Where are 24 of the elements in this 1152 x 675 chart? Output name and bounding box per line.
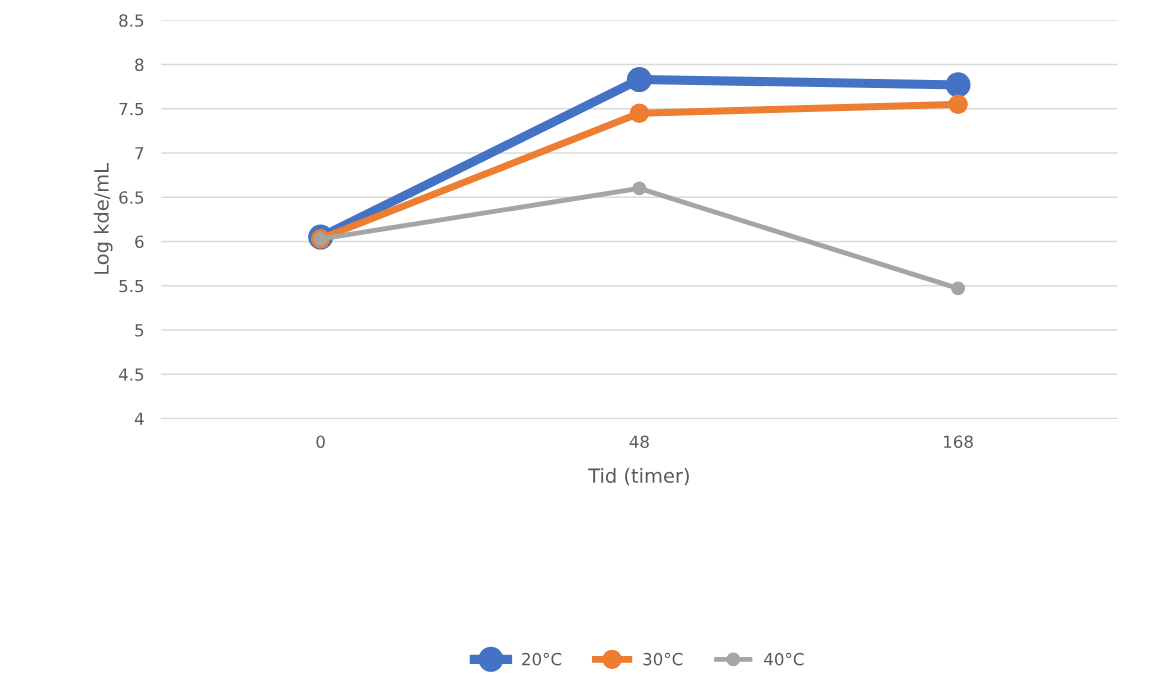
x-tick-label: 48 — [629, 435, 649, 449]
y-tick-label: 8.5 — [119, 14, 144, 27]
y-tick-label: 5 — [135, 324, 144, 337]
y-tick-label: 5.5 — [119, 279, 144, 293]
y-tick-label: 7 — [135, 147, 144, 160]
x-axis-title: Tid (timer) — [588, 467, 689, 486]
point — [632, 181, 647, 196]
y-tick-label: 7.5 — [119, 102, 144, 116]
y-tick-label: 6 — [135, 235, 144, 249]
y-tick-label: 6.5 — [119, 191, 144, 204]
x-tick-label: 168 — [944, 435, 973, 449]
point — [948, 94, 968, 115]
legend-label: 30°C — [643, 652, 683, 666]
point — [626, 67, 652, 93]
y-tick-label: 4.5 — [118, 368, 144, 381]
y-tick-label: 8 — [135, 58, 144, 72]
point — [945, 72, 971, 98]
y-tick-label: 4 — [134, 412, 144, 425]
point — [951, 281, 966, 296]
point — [629, 103, 650, 123]
y-axis-title: Log kde/mL — [93, 163, 113, 274]
x-tick-label: 0 — [316, 435, 325, 449]
legend-label: 40°C — [764, 652, 804, 666]
legend-label: 20°C — [522, 652, 562, 666]
